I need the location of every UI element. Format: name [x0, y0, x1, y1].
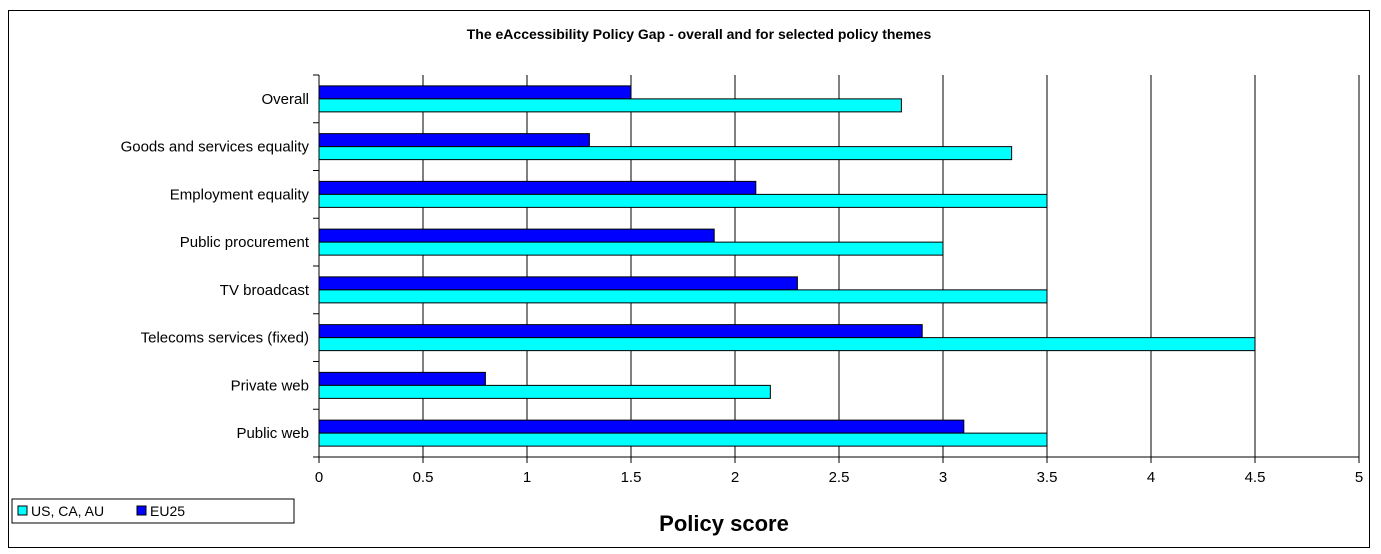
- bar-chart: The eAccessibility Policy Gap - overall …: [11, 26, 1363, 536]
- category-label-public-web: Public web: [236, 425, 309, 442]
- bar-eu25-tv-broadcast: [318, 276, 798, 291]
- bar-eu25-goods-and-services-equality: [318, 133, 590, 148]
- x-tick-label: 3.5: [1037, 469, 1058, 486]
- category-label-goods-and-services-equality: Goods and services equality: [121, 139, 310, 156]
- bar-us-ca-au-telecoms-services-fixed: [318, 337, 1256, 352]
- grid-lines: [422, 75, 1360, 457]
- chart-title: The eAccessibility Policy Gap - overall …: [467, 26, 932, 42]
- legend-swatch-us-ca-au: [17, 505, 28, 516]
- bars: [318, 85, 1256, 447]
- x-axis-label: Policy score: [659, 511, 789, 536]
- x-tick-label: 5: [1355, 469, 1363, 486]
- x-tick-label: 2: [731, 469, 739, 486]
- x-tick-label: 0.5: [413, 469, 434, 486]
- bar-us-ca-au-employment-equality: [318, 193, 1048, 208]
- bar-us-ca-au-public-web: [318, 432, 1048, 447]
- bar-eu25-telecoms-services-fixed: [318, 324, 923, 339]
- bar-us-ca-au-tv-broadcast: [318, 289, 1048, 304]
- bar-us-ca-au-goods-and-services-equality: [318, 146, 1013, 161]
- bar-eu25-private-web: [318, 371, 486, 386]
- bar-eu25-overall: [318, 85, 632, 100]
- bar-us-ca-au-overall: [318, 98, 902, 113]
- x-tick-label: 4.5: [1245, 469, 1266, 486]
- category-label-tv-broadcast: TV broadcast: [220, 282, 310, 299]
- bar-eu25-employment-equality: [318, 180, 757, 195]
- category-label-public-procurement: Public procurement: [180, 234, 310, 251]
- x-tick-label: 0: [315, 469, 323, 486]
- x-tick-label: 2.5: [829, 469, 850, 486]
- legend: US, CA, AU EU25: [11, 498, 295, 524]
- chart-frame: The eAccessibility Policy Gap - overall …: [8, 10, 1370, 548]
- x-tick-label: 3: [939, 469, 947, 486]
- legend-swatch-eu25: [136, 505, 147, 516]
- x-tick-label: 4: [1147, 469, 1155, 486]
- bar-eu25-public-web: [318, 419, 965, 434]
- bar-eu25-public-procurement: [318, 228, 715, 243]
- legend-label-us-ca-au: US, CA, AU: [31, 503, 104, 519]
- category-label-employment-equality: Employment equality: [170, 186, 310, 203]
- legend-box: [11, 498, 295, 524]
- x-tick-label: 1.5: [621, 469, 642, 486]
- bar-us-ca-au-private-web: [318, 384, 771, 399]
- bar-us-ca-au-public-procurement: [318, 241, 944, 256]
- legend-label-eu25: EU25: [150, 503, 185, 519]
- category-label-overall: Overall: [261, 91, 309, 108]
- axes: 0 0.5 1 1.5 2 2.5 3 3.5 4 4.5 5 Overall Goods and se…: [121, 74, 1363, 486]
- category-label-telecoms-services-fixed: Telecoms services (fixed): [141, 330, 309, 347]
- x-tick-label: 1: [523, 469, 531, 486]
- category-label-private-web: Private web: [231, 377, 309, 394]
